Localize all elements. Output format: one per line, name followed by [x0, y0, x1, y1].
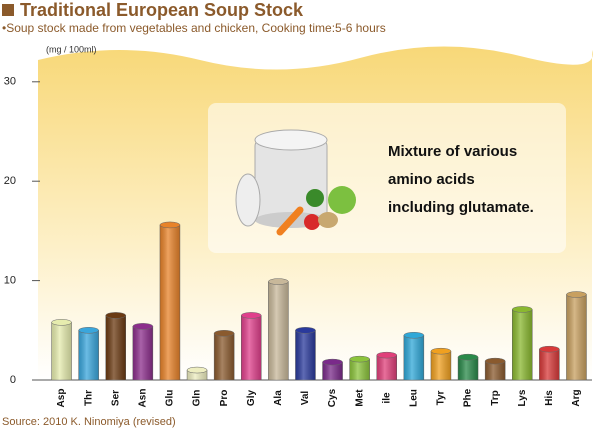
bar [295, 330, 316, 381]
chart-title: Traditional European Soup Stock [20, 0, 304, 20]
title-bullet [2, 4, 14, 16]
bar [51, 322, 72, 381]
subtitle: •Soup stock made from vegetables and chi… [2, 21, 386, 35]
x-tick-label: Pro [219, 390, 230, 407]
bar-cap [566, 291, 587, 298]
annotation: amino acids [388, 171, 475, 188]
bar-cap [512, 306, 533, 313]
bar-cap [539, 345, 560, 353]
y-tick-label: 10 [4, 275, 16, 287]
x-tick-label: Lys [517, 389, 528, 406]
bar-cap [51, 319, 72, 326]
x-tick-label: Tyr [436, 390, 447, 405]
bar [566, 294, 587, 381]
bar [376, 354, 397, 381]
annotation: including glutamate. [388, 199, 534, 216]
bar-cap [105, 312, 126, 319]
source: Source: 2010 K. Ninomiya (revised) [2, 416, 176, 428]
pot-illustration [235, 129, 356, 236]
bar-cap [376, 351, 397, 359]
x-tick-label: Gly [246, 390, 257, 407]
bar-cap [349, 355, 370, 363]
bar-cap [295, 327, 316, 334]
x-tick-label: ile [381, 392, 392, 404]
bar [159, 224, 181, 381]
bar-cap [484, 357, 506, 365]
bar-cap [186, 366, 208, 374]
bar [213, 333, 235, 381]
x-tick-label: Ala [273, 390, 284, 406]
bar-cap [457, 353, 479, 361]
x-tick-label: Thr [83, 390, 94, 406]
y-tick-label: 0 [10, 374, 16, 386]
x-tick-label: Asn [137, 389, 148, 408]
y-tick-label: 20 [4, 175, 16, 187]
bar-cap [322, 358, 343, 366]
bar-cap [403, 332, 425, 339]
bar [78, 330, 99, 381]
y-tick-label: 30 [4, 76, 16, 88]
bar-cap [268, 278, 289, 285]
x-tick-label: His [544, 390, 555, 406]
annotation: Mixture of various [388, 143, 517, 160]
bar [241, 315, 262, 381]
bar [268, 281, 289, 381]
x-tick-label: Gln [192, 390, 203, 407]
x-tick-label: Val [300, 391, 311, 406]
x-tick-label: Ser [110, 390, 121, 406]
bar-cap [132, 323, 154, 330]
bar [403, 335, 425, 381]
x-tick-label: Leu [408, 389, 419, 407]
bar-cap [159, 221, 181, 229]
bar-cap [430, 347, 452, 355]
x-tick-label: Met [354, 389, 365, 407]
x-tick-label: Phe [463, 388, 474, 407]
y-axis-label: (mg / 100ml) [46, 44, 97, 54]
bar [105, 315, 126, 381]
x-tick-label: Asp [56, 389, 67, 408]
bar-cap [241, 312, 262, 319]
bar [539, 348, 560, 381]
x-tick-label: Trp [490, 390, 501, 406]
bar [430, 350, 452, 381]
bar-cap [78, 327, 99, 334]
bar-cap [213, 330, 235, 337]
bar [512, 309, 533, 381]
x-tick-label: Glu [165, 390, 176, 407]
x-tick-label: Cys [327, 388, 338, 407]
bar [132, 326, 154, 381]
x-tick-label: Arg [571, 389, 582, 406]
bar [457, 356, 479, 381]
